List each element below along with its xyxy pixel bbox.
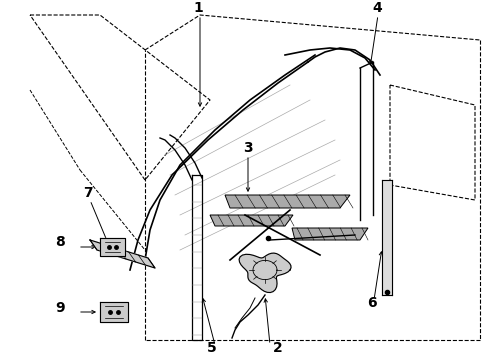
Text: 3: 3 — [243, 141, 253, 155]
Polygon shape — [90, 240, 155, 268]
Polygon shape — [292, 228, 368, 240]
Polygon shape — [210, 215, 293, 226]
Text: 9: 9 — [55, 301, 65, 315]
Text: 2: 2 — [273, 341, 283, 355]
Polygon shape — [225, 195, 350, 208]
Polygon shape — [100, 302, 128, 322]
Polygon shape — [239, 253, 291, 293]
Text: 6: 6 — [367, 296, 377, 310]
Text: 1: 1 — [193, 1, 203, 15]
Text: 5: 5 — [207, 341, 217, 355]
Text: 7: 7 — [83, 186, 93, 200]
Text: 8: 8 — [55, 235, 65, 249]
Text: 4: 4 — [372, 1, 382, 15]
Polygon shape — [100, 238, 125, 256]
Polygon shape — [382, 180, 392, 295]
